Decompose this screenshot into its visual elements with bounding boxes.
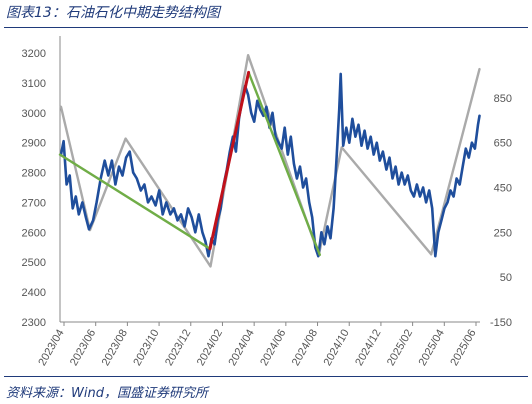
x-tick-label: 2023/08 [100,328,130,368]
source-rule [4,376,528,377]
figure-title: 图表13：石油石化中期走势结构图 [6,5,220,21]
y-left-tick-label: 2900 [22,138,46,150]
price-line [59,72,481,258]
y-left-tick-label: 3000 [22,108,46,120]
x-tick-label: 2023/04 [36,328,66,368]
y-left-tick-label: 2300 [22,317,46,329]
y-left-tick-label: 2500 [22,257,46,269]
x-axis-ticks: 2023/04 2023/06 2023/08 2023/10 2023/12 2024/… [36,322,479,368]
y-right-tick-label: 50 [500,272,512,284]
y-right-tick-label: 250 [494,227,512,239]
source-note: 资料来源：Wind，国盛证券研究所 [6,386,208,401]
right-axis-ticks: -150 50 250 450 650 850 [490,93,512,329]
y-left-tick-label: 3200 [22,48,46,60]
x-tick-label: 2023/06 [68,328,98,368]
x-tick-label: 2024/12 [353,328,383,368]
y-right-tick-label: -150 [490,317,512,329]
y-left-tick-label: 2700 [22,197,46,209]
y-right-tick-label: 650 [494,138,512,150]
x-tick-label: 2025/02 [385,328,415,368]
y-left-tick-label: 2600 [22,227,46,239]
x-tick-label: 2023/10 [131,328,161,368]
y-left-tick-label: 2400 [22,287,46,299]
x-tick-label: 2023/12 [163,328,193,368]
x-tick-label: 2024/02 [195,328,225,368]
up-trend-line [208,70,251,251]
x-tick-label: 2024/10 [322,328,352,368]
left-axis-ticks: 2300 2400 2500 2600 2700 2800 2900 3000 3100 3200 [22,48,46,329]
x-tick-label: 2024/06 [258,328,288,368]
y-right-tick-label: 850 [494,93,512,105]
x-tick-label: 2024/04 [226,328,256,368]
x-tick-label: 2024/08 [290,328,320,368]
x-tick-label: 2025/06 [448,328,478,368]
down-trend-line [247,71,321,257]
title-rule [4,27,528,28]
y-left-tick-label: 2800 [22,168,46,180]
y-left-tick-label: 3100 [22,78,46,90]
y-right-tick-label: 450 [494,183,512,195]
down-trend-line [58,153,212,251]
wave-structure-line [59,54,481,268]
series-lines [58,54,481,268]
x-tick-label: 2025/04 [417,328,447,368]
